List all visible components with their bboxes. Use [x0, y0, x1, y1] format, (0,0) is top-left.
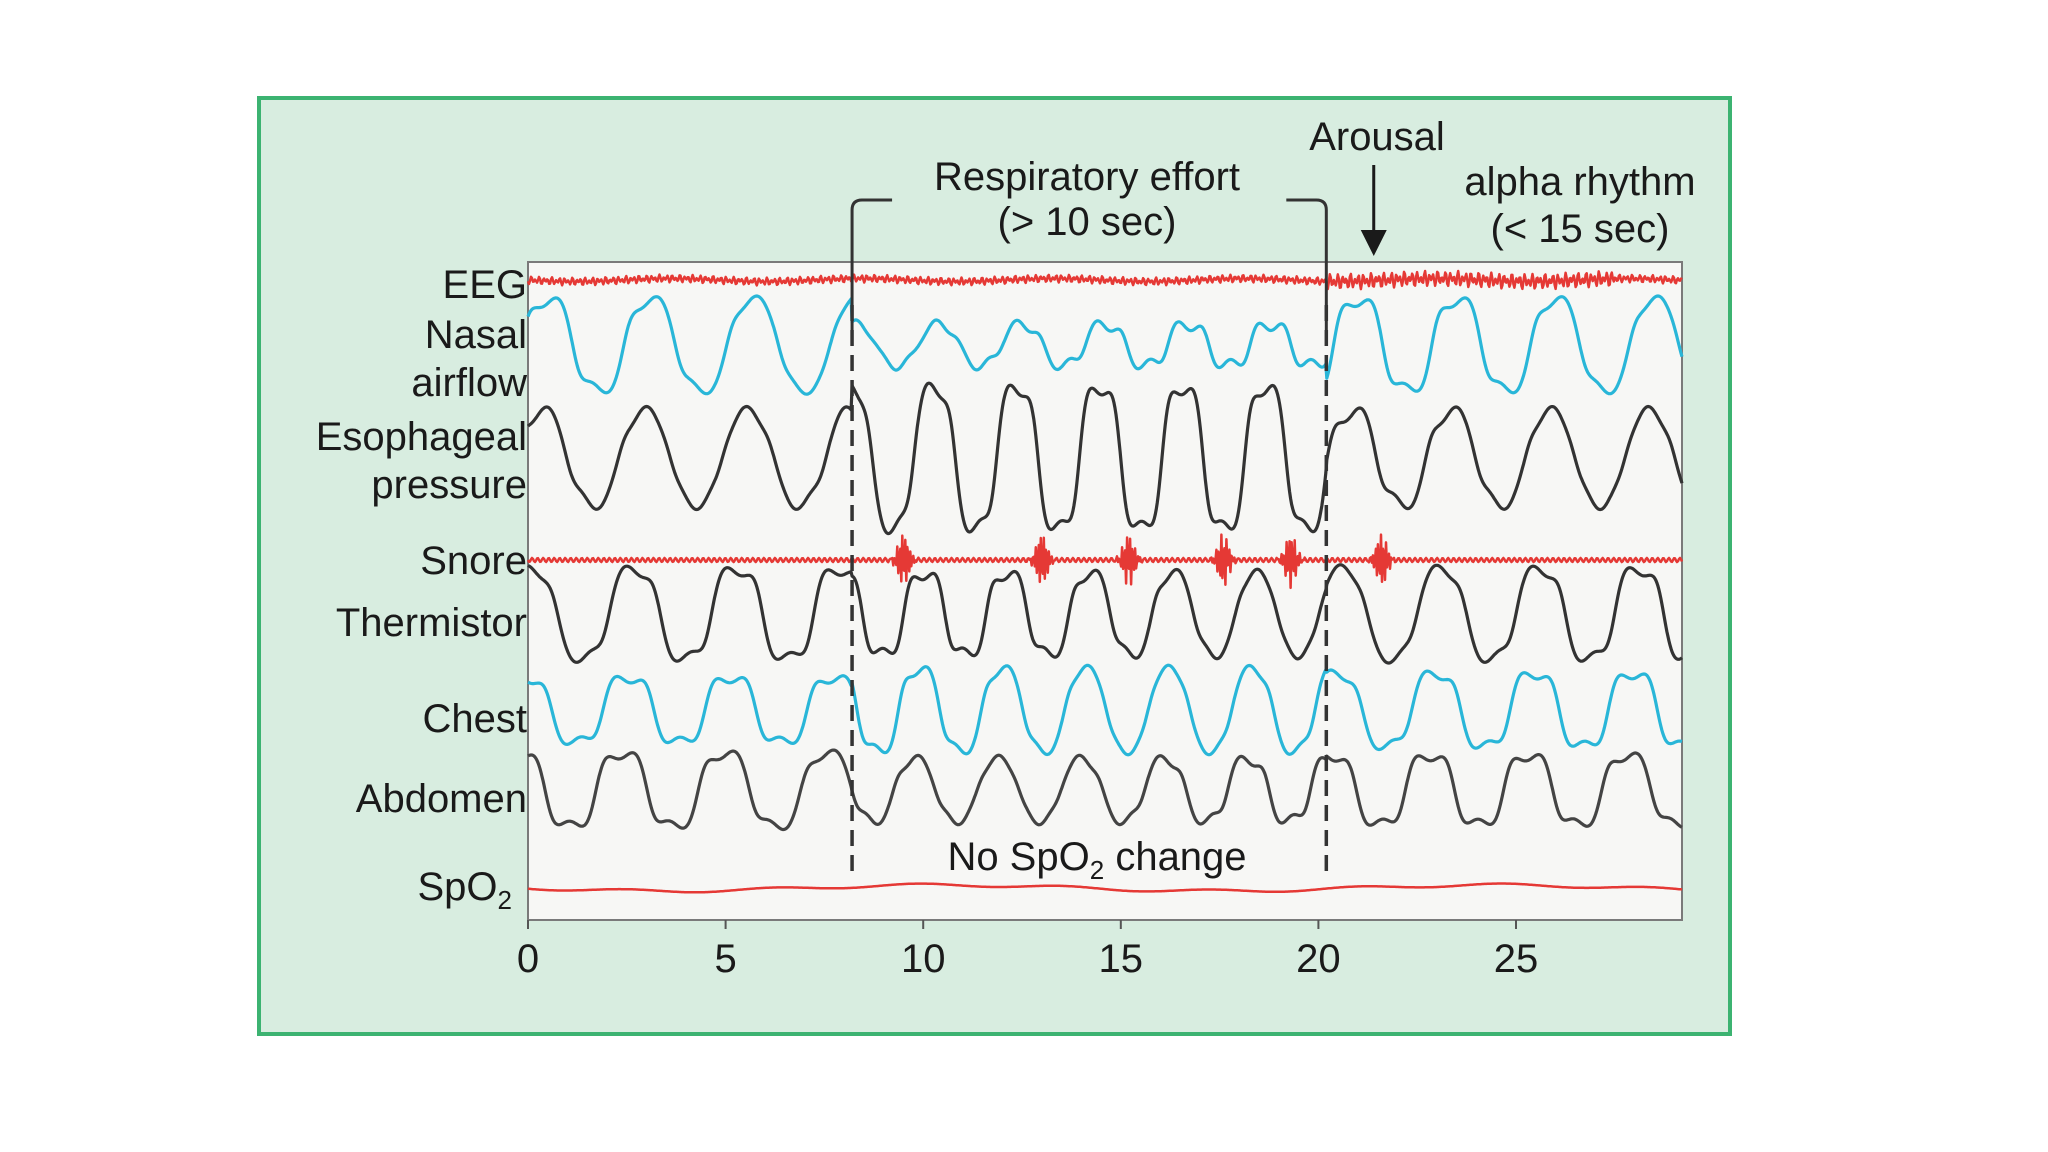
x-tick-label-10: 10 [901, 937, 946, 981]
trace-abdomen [527, 748, 1683, 832]
x-tick-label-15: 15 [1099, 937, 1144, 981]
arousal-arrow-head [1360, 230, 1387, 256]
x-axis: 0 5 10 15 20 25 [517, 920, 1538, 981]
channel-label-snore: Snore [420, 539, 527, 583]
trace-eeg [526, 269, 1683, 291]
spo2-change-note: No SpO2 change [947, 835, 1246, 885]
trace-esophageal [527, 381, 1684, 536]
channel-label-spo2-main: SpO [417, 865, 497, 909]
effort-label-line1: Respiratory effort [934, 155, 1240, 199]
effort-bracket-right [1286, 198, 1328, 330]
alpha-label-line2: (< 15 sec) [1491, 207, 1670, 251]
trace-chest [527, 663, 1683, 757]
channel-label-thermistor: Thermistor [336, 601, 527, 645]
channel-label-eeg: EEG [443, 263, 527, 307]
channel-label-esophageal-line2: pressure [371, 463, 527, 507]
x-tick-label-25: 25 [1494, 937, 1539, 981]
x-tick-label-5: 5 [714, 937, 736, 981]
channel-label-esophageal-line1: Esophageal [316, 415, 527, 459]
channel-label-spo2: SpO2 [417, 865, 512, 915]
spo2-note-subscript: 2 [1090, 855, 1104, 885]
spo2-note-main: No SpO [947, 835, 1089, 879]
channel-label-nasal-line1: Nasal [425, 313, 527, 357]
trace-thermistor [527, 563, 1683, 665]
effort-bracket-left [850, 198, 893, 330]
channel-label-spo2-subscript: 2 [498, 885, 512, 915]
channel-label-abdomen: Abdomen [356, 777, 527, 821]
channel-label-nasal-line2: airflow [411, 361, 527, 405]
alpha-label-line1: alpha rhythm [1464, 160, 1695, 204]
arousal-label: Arousal [1309, 115, 1445, 159]
channel-label-chest: Chest [423, 697, 528, 741]
trace-snore [526, 533, 1684, 590]
arousal-annotation: Arousal alpha rhythm (< 15 sec) [1309, 115, 1696, 256]
x-tick-label-0: 0 [517, 937, 539, 981]
effort-label-line2: (> 10 sec) [998, 200, 1177, 244]
respiratory-effort-annotation: Respiratory effort (> 10 sec) [850, 155, 1328, 330]
trace-group [526, 269, 1684, 894]
x-tick-label-20: 20 [1296, 937, 1341, 981]
trace-spo2 [527, 882, 1683, 894]
trace-nasal [526, 294, 1684, 396]
event-marker-group [850, 305, 1329, 875]
spo2-note-rest: change [1104, 835, 1246, 879]
